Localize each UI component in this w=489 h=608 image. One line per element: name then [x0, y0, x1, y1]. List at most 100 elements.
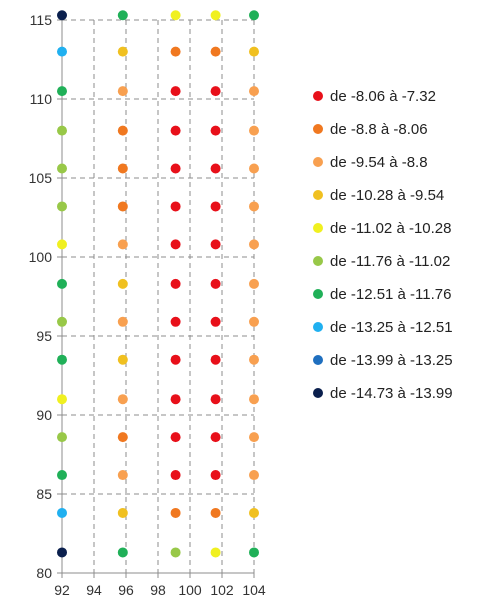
data-point — [249, 201, 259, 212]
data-point — [170, 163, 181, 174]
data-point — [117, 125, 128, 136]
data-point — [210, 470, 221, 481]
data-point — [210, 86, 221, 97]
data-point — [249, 507, 259, 518]
data-point — [117, 507, 128, 518]
legend-marker — [313, 124, 323, 134]
data-point — [57, 163, 67, 174]
x-tick-label: 102 — [210, 582, 234, 598]
data-point — [117, 46, 128, 57]
data-point — [57, 86, 67, 97]
data-point — [57, 278, 67, 289]
data-point — [170, 547, 181, 558]
x-tick-label: 92 — [54, 582, 70, 598]
data-point — [170, 10, 181, 21]
legend-label: de -8.06 à -7.32 — [330, 88, 436, 105]
x-tick-label: 100 — [178, 582, 202, 598]
legend-marker — [313, 190, 323, 200]
data-point — [57, 316, 67, 327]
data-point — [210, 278, 221, 289]
legend-label: de -9.54 à -8.8 — [330, 154, 428, 171]
x-tick-label: 96 — [118, 582, 134, 598]
data-point — [210, 46, 221, 57]
data-point — [210, 547, 221, 558]
legend-label: de -8.8 à -8.06 — [330, 121, 428, 138]
data-point — [210, 163, 221, 174]
data-point — [117, 432, 128, 443]
data-point — [249, 278, 259, 289]
data-point — [210, 10, 221, 21]
data-point — [249, 125, 259, 136]
y-tick-label: 80 — [36, 565, 52, 581]
legend-marker — [313, 256, 323, 266]
data-points — [57, 10, 259, 558]
data-point — [249, 354, 259, 365]
legend-label: de -14.73 à -13.99 — [330, 385, 453, 402]
legend-label: de -10.28 à -9.54 — [330, 187, 444, 204]
x-tick-label: 98 — [150, 582, 166, 598]
data-point — [210, 432, 221, 443]
data-point — [170, 46, 181, 57]
data-point — [57, 46, 67, 57]
data-point — [210, 316, 221, 327]
data-point — [117, 278, 128, 289]
data-point — [57, 432, 67, 443]
legend-label: de -11.76 à -11.02 — [330, 253, 450, 270]
data-point — [210, 125, 221, 136]
data-point — [249, 470, 259, 481]
data-point — [170, 86, 181, 97]
data-point — [170, 394, 181, 405]
data-point — [210, 394, 221, 405]
data-point — [57, 507, 67, 518]
y-tick-label: 100 — [29, 249, 53, 265]
data-point — [57, 354, 67, 365]
data-point — [170, 316, 181, 327]
legend-marker — [313, 289, 323, 299]
data-point — [170, 239, 181, 250]
y-axis-tick-labels: 80 85 90 95 100 105 110 115 — [29, 12, 53, 581]
y-tick-label: 115 — [30, 12, 53, 28]
x-tick-label: 104 — [242, 582, 266, 598]
data-point — [210, 201, 221, 212]
data-point — [57, 547, 67, 558]
data-point — [117, 547, 128, 558]
data-point — [117, 316, 128, 327]
data-point — [210, 239, 221, 250]
data-point — [170, 470, 181, 481]
data-point — [117, 470, 128, 481]
y-tick-label: 95 — [36, 328, 52, 344]
data-point — [249, 394, 259, 405]
data-point — [170, 201, 181, 212]
legend-marker — [313, 223, 323, 233]
legend-marker — [313, 91, 323, 101]
data-point — [249, 239, 259, 250]
legend-label: de -12.51 à -11.76 — [330, 286, 451, 303]
y-tick-label: 85 — [36, 486, 52, 502]
y-tick-label: 105 — [29, 170, 53, 186]
grid — [62, 19, 255, 573]
legend-marker — [313, 322, 323, 332]
data-point — [117, 394, 128, 405]
data-point — [117, 86, 128, 97]
data-point — [249, 86, 259, 97]
data-point — [249, 316, 259, 327]
y-tick-label: 110 — [30, 91, 53, 107]
data-point — [57, 239, 67, 250]
legend-marker — [313, 355, 323, 365]
data-point — [249, 163, 259, 174]
data-point — [210, 354, 221, 365]
legend: de -8.06 à -7.32 de -8.8 à -8.06 de -9.54 … — [313, 88, 453, 402]
x-axis-tick-labels: 92 94 96 98 100 102 104 — [54, 582, 266, 598]
data-point — [170, 507, 181, 518]
x-tick-label: 94 — [86, 582, 102, 598]
data-point — [210, 507, 221, 518]
data-point — [117, 10, 128, 21]
data-point — [249, 10, 259, 21]
data-point — [117, 239, 128, 250]
data-point — [57, 470, 67, 481]
legend-label: de -13.25 à -12.51 — [330, 319, 453, 336]
legend-marker — [313, 388, 323, 398]
data-point — [117, 201, 128, 212]
data-point — [249, 46, 259, 57]
